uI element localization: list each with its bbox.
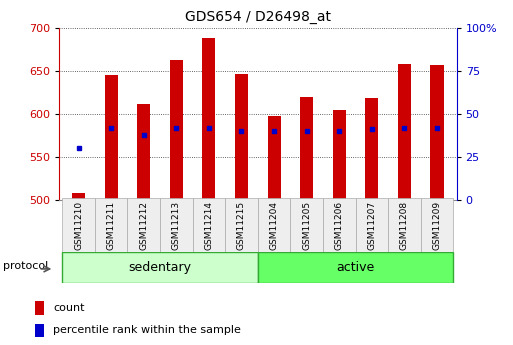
Bar xyxy=(137,104,150,200)
Bar xyxy=(268,116,281,200)
Bar xyxy=(105,75,117,200)
Text: active: active xyxy=(337,261,374,274)
Bar xyxy=(421,198,453,252)
Text: GSM11211: GSM11211 xyxy=(107,201,115,250)
Text: GSM11207: GSM11207 xyxy=(367,201,377,250)
Text: GSM11205: GSM11205 xyxy=(302,201,311,250)
Bar xyxy=(127,198,160,252)
Text: GSM11206: GSM11206 xyxy=(335,201,344,250)
Bar xyxy=(35,301,44,315)
Text: percentile rank within the sample: percentile rank within the sample xyxy=(53,325,241,335)
Bar xyxy=(300,97,313,200)
Bar xyxy=(430,65,444,200)
Bar xyxy=(333,110,346,200)
Bar xyxy=(170,60,183,200)
Bar xyxy=(160,198,192,252)
Bar xyxy=(388,198,421,252)
Bar xyxy=(290,198,323,252)
Text: sedentary: sedentary xyxy=(129,261,191,274)
Text: GSM11214: GSM11214 xyxy=(204,201,213,250)
Bar xyxy=(192,198,225,252)
Text: GSM11210: GSM11210 xyxy=(74,201,83,250)
Bar xyxy=(356,198,388,252)
Bar xyxy=(35,324,44,337)
Bar xyxy=(62,252,258,283)
Bar xyxy=(365,98,379,200)
Bar xyxy=(72,193,85,200)
Text: count: count xyxy=(53,303,85,313)
Bar xyxy=(398,64,411,200)
Title: GDS654 / D26498_at: GDS654 / D26498_at xyxy=(185,10,331,24)
Text: GSM11212: GSM11212 xyxy=(139,201,148,250)
Bar xyxy=(95,198,127,252)
Bar xyxy=(235,74,248,200)
Text: GSM11209: GSM11209 xyxy=(432,201,442,250)
Text: GSM11208: GSM11208 xyxy=(400,201,409,250)
Text: GSM11213: GSM11213 xyxy=(172,201,181,250)
Bar xyxy=(258,252,453,283)
Bar xyxy=(323,198,356,252)
Text: GSM11215: GSM11215 xyxy=(237,201,246,250)
Text: protocol: protocol xyxy=(3,261,48,271)
Bar xyxy=(225,198,258,252)
Bar xyxy=(258,198,290,252)
Bar xyxy=(62,198,95,252)
Text: GSM11204: GSM11204 xyxy=(269,201,279,250)
Bar xyxy=(203,38,215,200)
